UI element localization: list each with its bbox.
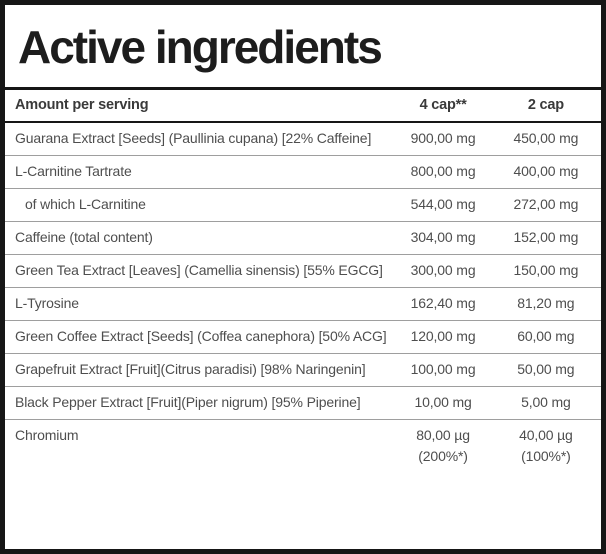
amount-2cap: 150,00 mg xyxy=(490,254,601,288)
amount-4cap: 80,00 µg (200%*) xyxy=(395,419,491,473)
table-row: of which L-Carnitine 544,00 mg 272,00 mg xyxy=(5,188,601,222)
amount-4cap: 162,40 mg xyxy=(395,287,491,321)
ingredient-name: Guarana Extract [Seeds] (Paullinia cupan… xyxy=(15,130,372,146)
ingredient-name: Grapefruit Extract [Fruit](Citrus paradi… xyxy=(5,353,396,387)
ingredient-name: Caffeine (total content) xyxy=(5,221,396,255)
table-row: Guarana Extract [Seeds] (Paullinia cupan… xyxy=(5,122,601,156)
header-4cap: 4 cap** xyxy=(395,90,491,123)
amount-4cap: 300,00 mg xyxy=(395,254,491,288)
table-row: L-Tyrosine 162,40 mg 81,20 mg xyxy=(5,287,601,321)
ingredient-name: L-Carnitine Tartrate xyxy=(5,155,396,189)
ingredients-table: Amount per serving 4 cap** 2 cap Guarana… xyxy=(5,90,601,473)
ingredient-name: L-Tyrosine xyxy=(5,287,396,321)
header-amount-per-serving: Amount per serving xyxy=(5,90,396,123)
ingredient-name: Green Tea Extract [Leaves] (Camellia sin… xyxy=(5,254,396,288)
amount-4cap: 900,00 mg xyxy=(410,130,476,146)
amount-2cap: 50,00 mg xyxy=(490,353,601,387)
ingredient-name: Chromium xyxy=(5,419,396,473)
amount-2cap: 272,00 mg xyxy=(490,188,601,222)
ingredients-table-body: Guarana Extract [Seeds] (Paullinia cupan… xyxy=(5,122,601,473)
amount-2cap: 40,00 µg (100%*) xyxy=(490,419,601,473)
amount-2cap: 400,00 mg xyxy=(490,155,601,189)
table-header-row: Amount per serving 4 cap** 2 cap xyxy=(5,90,601,123)
amount-4cap: 120,00 mg xyxy=(395,320,491,354)
amount-2cap: 450,00 mg xyxy=(513,130,579,146)
table-row: Green Tea Extract [Leaves] (Camellia sin… xyxy=(5,254,601,288)
ingredient-name: Green Coffee Extract [Seeds] (Coffea can… xyxy=(5,320,396,354)
amount-4cap: 800,00 mg xyxy=(395,155,491,189)
table-row: Black Pepper Extract [Fruit](Piper nigru… xyxy=(5,386,601,420)
table-row: L-Carnitine Tartrate 800,00 mg 400,00 mg xyxy=(5,155,601,189)
amount-4cap: 10,00 mg xyxy=(395,386,491,420)
amount-4cap: 304,00 mg xyxy=(395,221,491,255)
ingredient-name: Black Pepper Extract [Fruit](Piper nigru… xyxy=(5,386,396,420)
amount-2cap: 81,20 mg xyxy=(490,287,601,321)
table-row: Chromium 80,00 µg (200%*) 40,00 µg (100%… xyxy=(5,419,601,473)
panel-title: Active ingredients xyxy=(5,5,601,90)
amount-2cap: 5,00 mg xyxy=(490,386,601,420)
amount-4cap: 544,00 mg xyxy=(395,188,491,222)
amount-4cap: 100,00 mg xyxy=(395,353,491,387)
amount-2cap: 152,00 mg xyxy=(490,221,601,255)
header-2cap: 2 cap xyxy=(490,90,601,123)
table-row: Caffeine (total content) 304,00 mg 152,0… xyxy=(5,221,601,255)
table-row: Grapefruit Extract [Fruit](Citrus paradi… xyxy=(5,353,601,387)
ingredient-name: of which L-Carnitine xyxy=(5,188,396,222)
table-row: Green Coffee Extract [Seeds] (Coffea can… xyxy=(5,320,601,354)
amount-2cap: 60,00 mg xyxy=(490,320,601,354)
